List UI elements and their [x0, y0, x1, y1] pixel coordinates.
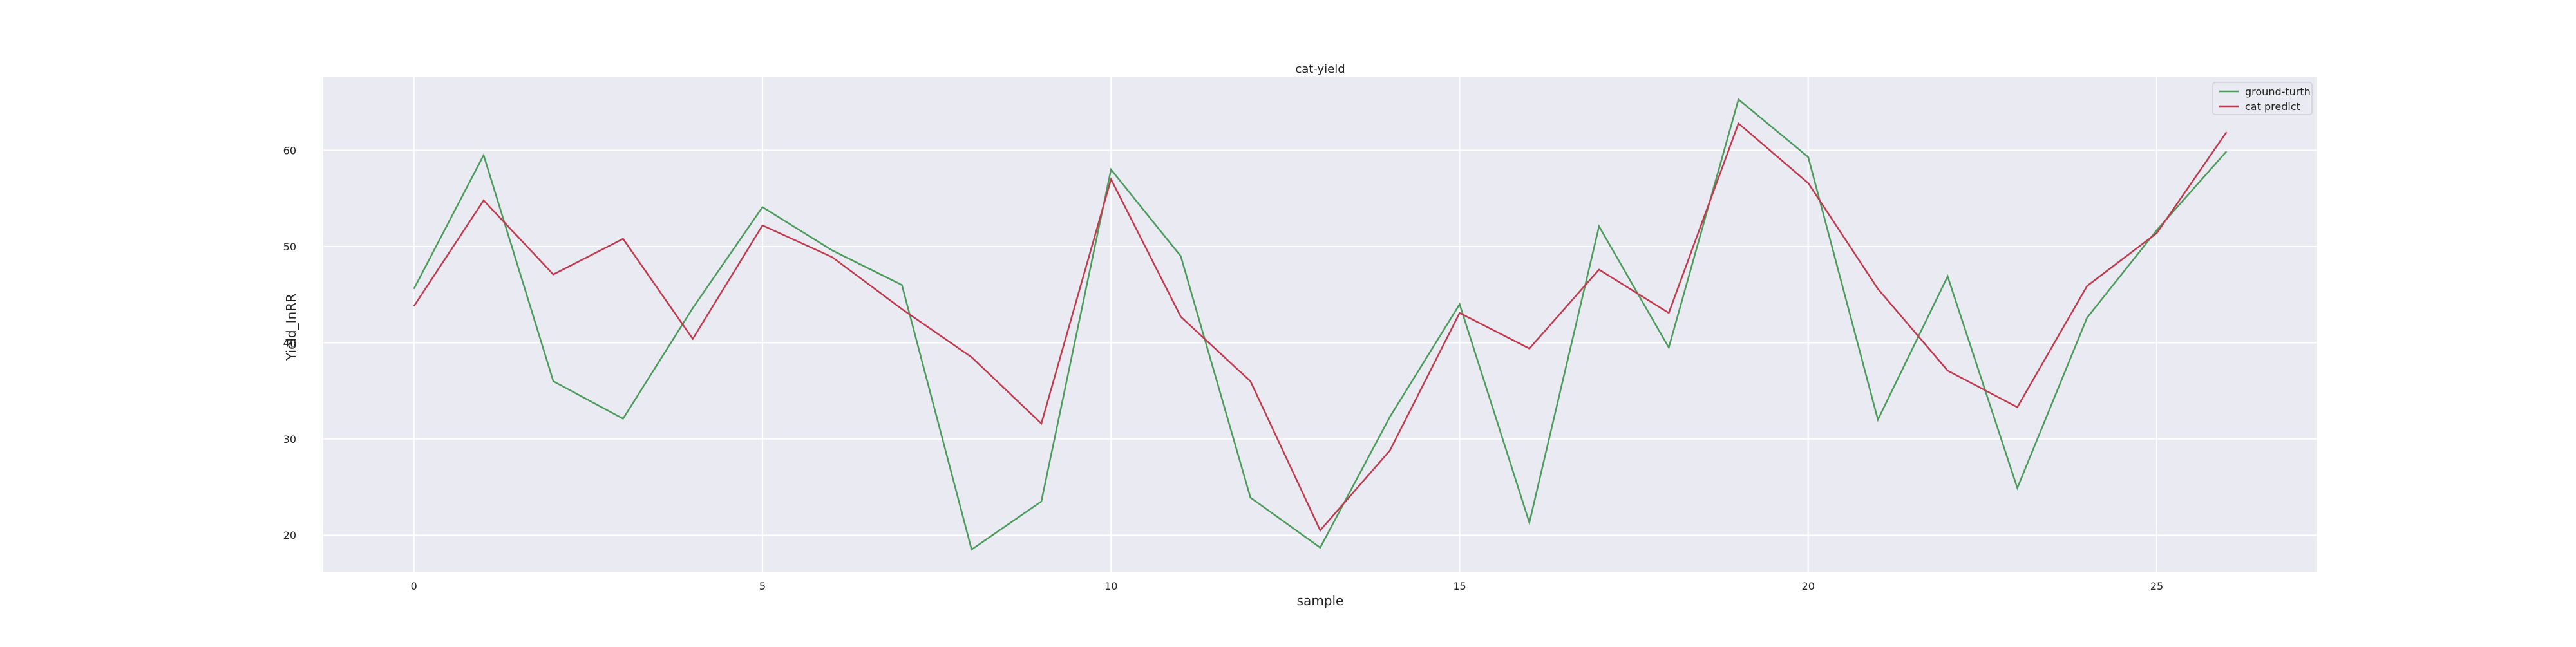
- chart-title: cat-yield: [1295, 62, 1345, 76]
- legend-label: cat predict: [2245, 100, 2300, 113]
- x-tick-label: 20: [1802, 580, 1815, 592]
- x-tick-label: 5: [759, 580, 766, 592]
- y-axis-ticks: 20 30 40 50 60: [283, 145, 296, 542]
- x-axis-label: sample: [1297, 593, 1344, 608]
- x-axis-ticks: 0 5 10 15 20 25: [411, 580, 2164, 592]
- y-tick-label: 20: [283, 529, 296, 541]
- series-line-0: [413, 98, 2228, 551]
- series-line-1: [413, 122, 2228, 532]
- legend: ground-turth cat predict: [2212, 82, 2313, 115]
- y-tick-label: 30: [283, 433, 296, 445]
- x-tick-label: 15: [1453, 580, 1466, 592]
- gridlines: [323, 77, 2317, 572]
- x-tick-label: 10: [1104, 580, 1117, 592]
- y-axis-label: Yield_InRR: [283, 294, 299, 361]
- series-lines: [413, 98, 2228, 551]
- plot-area: [323, 77, 2317, 572]
- y-tick-label: 40: [283, 337, 296, 349]
- y-tick-label: 60: [283, 145, 296, 157]
- x-tick-label: 25: [2150, 580, 2163, 592]
- legend-label: ground-turth: [2245, 86, 2311, 98]
- y-tick-label: 50: [283, 241, 296, 253]
- x-tick-label: 0: [411, 580, 417, 592]
